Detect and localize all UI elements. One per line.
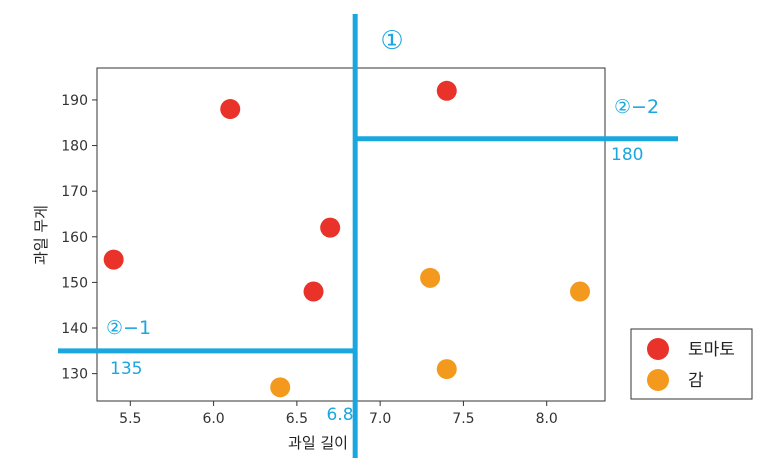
point-tomato (220, 99, 241, 120)
plot-area-frame (96, 67, 606, 402)
x-tick-label: 7.5 (452, 411, 474, 427)
point-persimmon (420, 267, 441, 288)
legend-label-tomato: 토마토 (688, 340, 735, 360)
split-right-value: 180 (611, 145, 643, 165)
point-persimmon (270, 377, 291, 398)
x-axis-title: 과일 길이 (288, 434, 348, 452)
point-tomato (103, 249, 124, 270)
split-left-value: 135 (110, 359, 142, 379)
y-tick-label: 130 (61, 367, 88, 383)
point-persimmon (436, 359, 457, 380)
legend-marker-tomato (647, 338, 669, 360)
legend-marker-persimmon (647, 369, 669, 391)
y-tick-label: 150 (61, 275, 88, 291)
y-tick-label: 190 (61, 93, 88, 109)
y-axis-title: 과일 무게 (32, 205, 50, 265)
y-tick-label: 180 (61, 139, 88, 155)
y-tick-label: 140 (61, 321, 88, 337)
y-axis: 130 140 150 160 170 180 190 (61, 93, 97, 383)
point-tomato (436, 80, 457, 101)
split-main-label: ① (380, 26, 403, 56)
x-tick-label: 5.5 (119, 411, 141, 427)
y-tick-label: 170 (61, 184, 88, 200)
x-tick-label: 6.5 (286, 411, 308, 427)
split-right-label: ②−2 (614, 96, 659, 118)
point-persimmon (570, 281, 591, 302)
data-points (103, 80, 591, 398)
x-axis: 5.5 6.0 6.5 7.0 7.5 8.0 (119, 401, 558, 427)
split-lines: ① 6.8 ②−1 135 ②−2 180 (58, 14, 678, 458)
y-tick-label: 160 (61, 230, 88, 246)
x-tick-label: 7.0 (369, 411, 391, 427)
point-tomato (303, 281, 324, 302)
legend: 토마토 감 (630, 328, 753, 400)
x-tick-label: 6.0 (202, 411, 224, 427)
legend-label-persimmon: 감 (688, 371, 704, 391)
x-tick-label: 8.0 (536, 411, 558, 427)
split-main-value: 6.8 (326, 405, 353, 425)
split-left-label: ②−1 (106, 317, 151, 339)
point-tomato (320, 217, 341, 238)
